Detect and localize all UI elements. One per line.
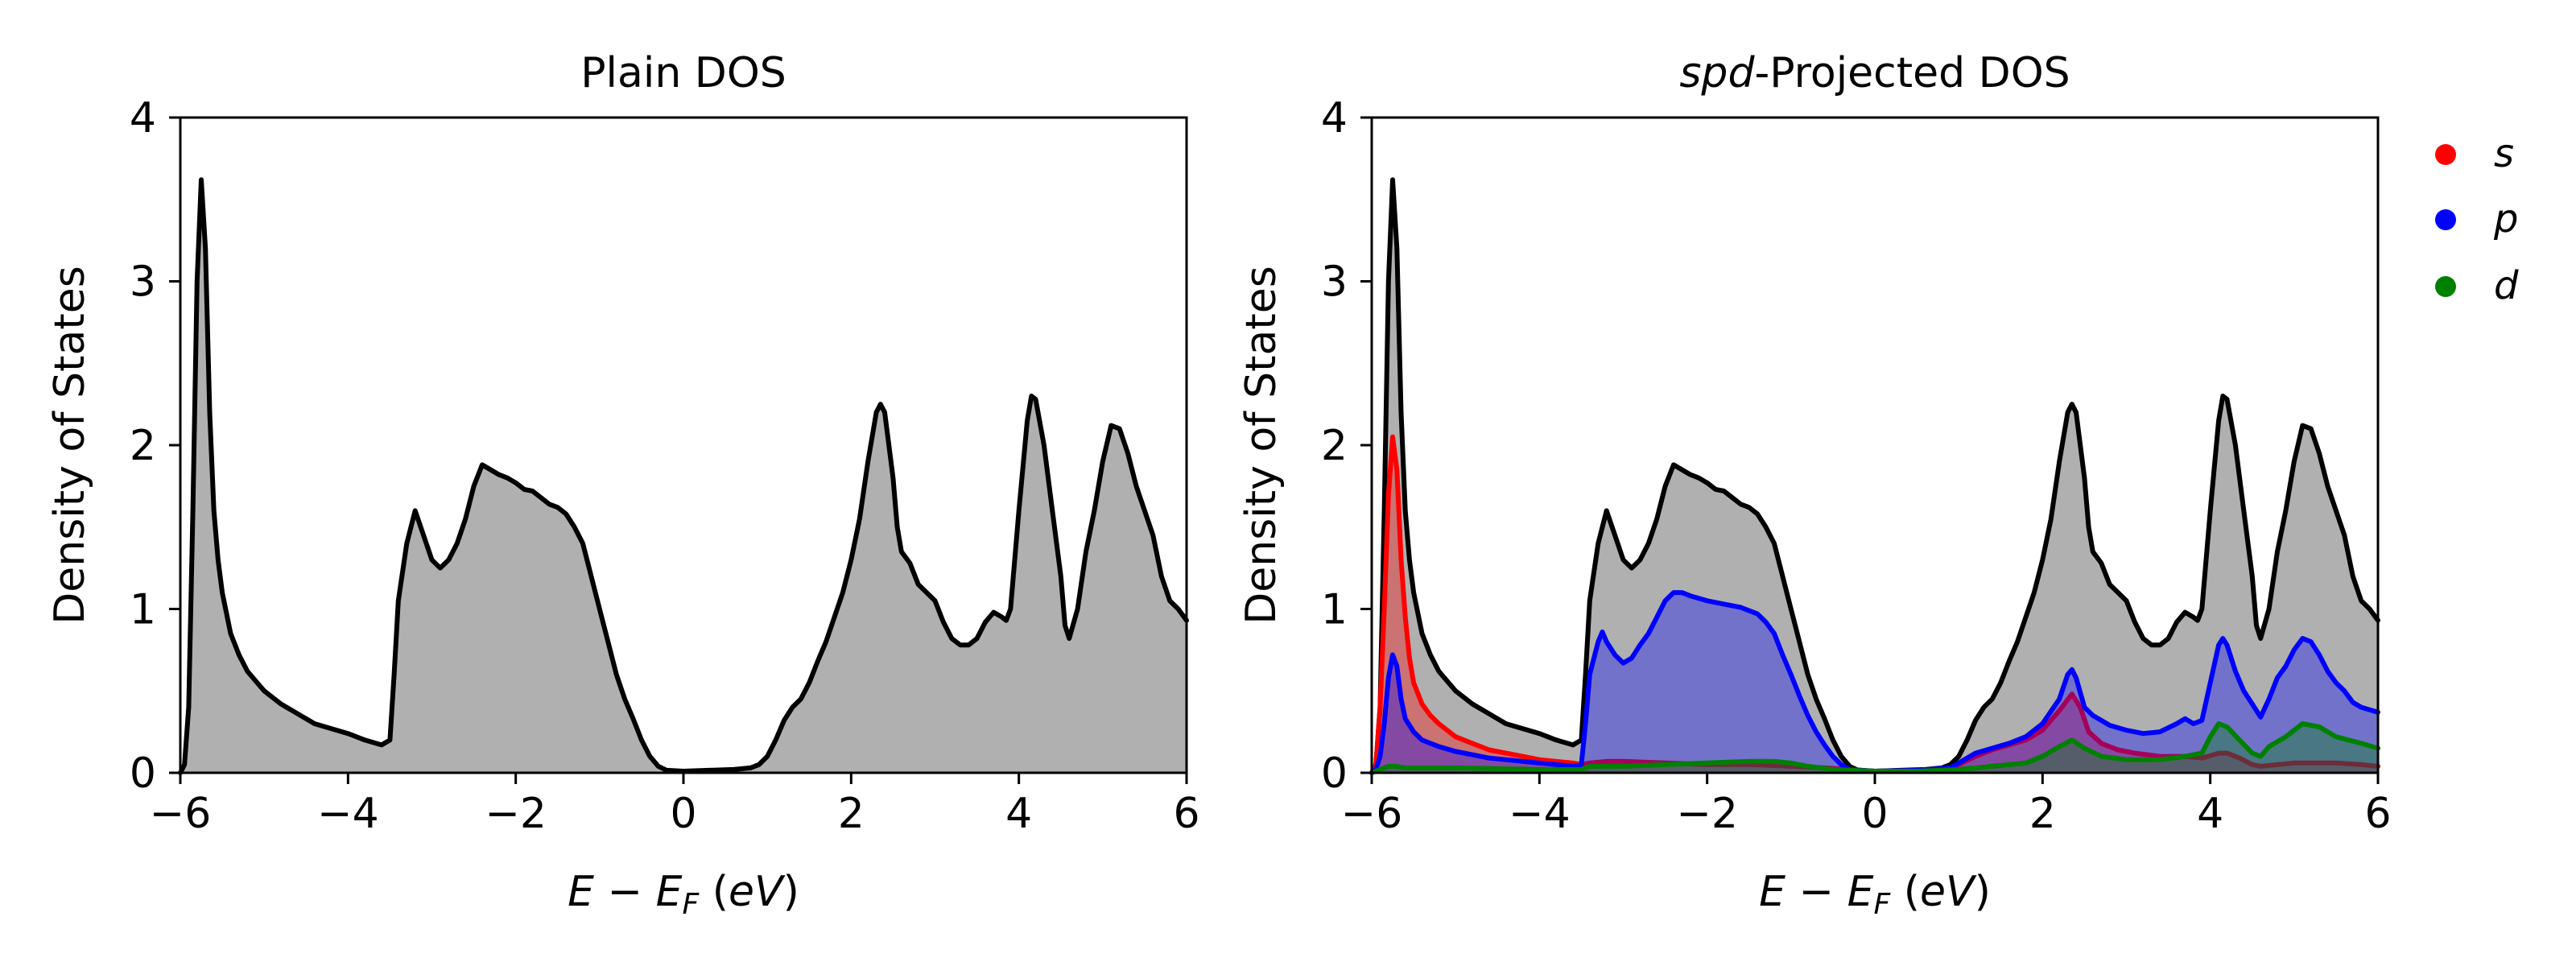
projected-dos-x-tick-label: −4 [1509, 790, 1571, 838]
projected-dos-y-tick-label: 4 [1321, 94, 1348, 142]
plain-dos-y-tick-label: 3 [130, 258, 156, 307]
projected-dos-y-tick-label: 0 [1321, 749, 1348, 798]
plain-dos-area-total-dos [180, 180, 1187, 773]
projected-dos-x-label: E − EF (eV) [1759, 868, 1991, 921]
projected-dos-y-tick-label: 2 [1321, 422, 1348, 470]
projected-dos-x-tick-label: −2 [1676, 790, 1738, 838]
projected-dos-title-rest: -Projected DOS [1754, 49, 2070, 97]
projected-dos-y-tick-label: 3 [1321, 258, 1348, 307]
plain-dos-x-tick-label: 4 [1005, 790, 1032, 838]
projected-dos-x-tick-label: 2 [2029, 790, 2056, 838]
legend-label-p: p [2493, 196, 2518, 242]
plain-dos-y-tick-label: 4 [130, 94, 156, 142]
projected-dos-title: spd-Projected DOS [1679, 49, 2070, 97]
plain-dos-x-tick-label: −4 [317, 790, 379, 838]
plain-dos-series-layer [180, 180, 1187, 773]
legend-marker-p [2435, 209, 2456, 230]
plain-dos-y-ticks: 0 1 2 3 4 [130, 94, 180, 798]
plain-dos-x-ticks: −6 −4 −2 0 2 4 6 [150, 773, 1200, 838]
plain-dos-y-label: Density of States [46, 266, 94, 625]
plain-dos-y-tick-label: 2 [130, 422, 156, 470]
legend-marker-s [2435, 144, 2456, 165]
projected-dos-y-tick-label: 1 [1321, 586, 1348, 634]
plain-dos-x-tick-label: 0 [670, 790, 696, 838]
plain-dos-title: Plain DOS [580, 49, 786, 97]
projected-dos-x-tick-label: −6 [1341, 790, 1403, 838]
legend-marker-d [2435, 276, 2456, 297]
legend-item-s: s [2435, 131, 2514, 176]
plain-dos-x-tick-label: −2 [485, 790, 547, 838]
legend-item-p: p [2435, 196, 2518, 242]
projected-dos-title-italic: spd [1679, 49, 1755, 97]
plain-dos-x-tick-label: 6 [1173, 790, 1199, 838]
plain-dos-y-tick-label: 0 [130, 749, 156, 798]
plain-dos-panel: Plain DOS −6 −4 −2 0 2 4 6 0 1 2 3 4 E − EF (eV) D… [46, 49, 1200, 921]
projected-dos-x-tick-label: 0 [1861, 790, 1888, 838]
plain-dos-x-tick-label: −6 [150, 790, 212, 838]
projected-dos-x-tick-label: 6 [2364, 790, 2391, 838]
legend-item-d: d [2435, 263, 2519, 308]
projected-dos-legend: s p d [2435, 131, 2519, 308]
plain-dos-y-tick-label: 1 [130, 586, 156, 634]
projected-dos-series-layer [1372, 180, 2378, 773]
plain-dos-x-tick-label: 2 [838, 790, 865, 838]
legend-label-d: d [2494, 263, 2519, 308]
legend-label-s: s [2494, 131, 2514, 176]
plain-dos-x-label: E − EF (eV) [568, 868, 799, 921]
projected-dos-x-ticks: −6 −4 −2 0 2 4 6 [1341, 773, 2392, 838]
projected-dos-y-label: Density of States [1237, 266, 1286, 625]
projected-dos-y-ticks: 0 1 2 3 4 [1321, 94, 1372, 798]
projected-dos-x-tick-label: 4 [2197, 790, 2223, 838]
